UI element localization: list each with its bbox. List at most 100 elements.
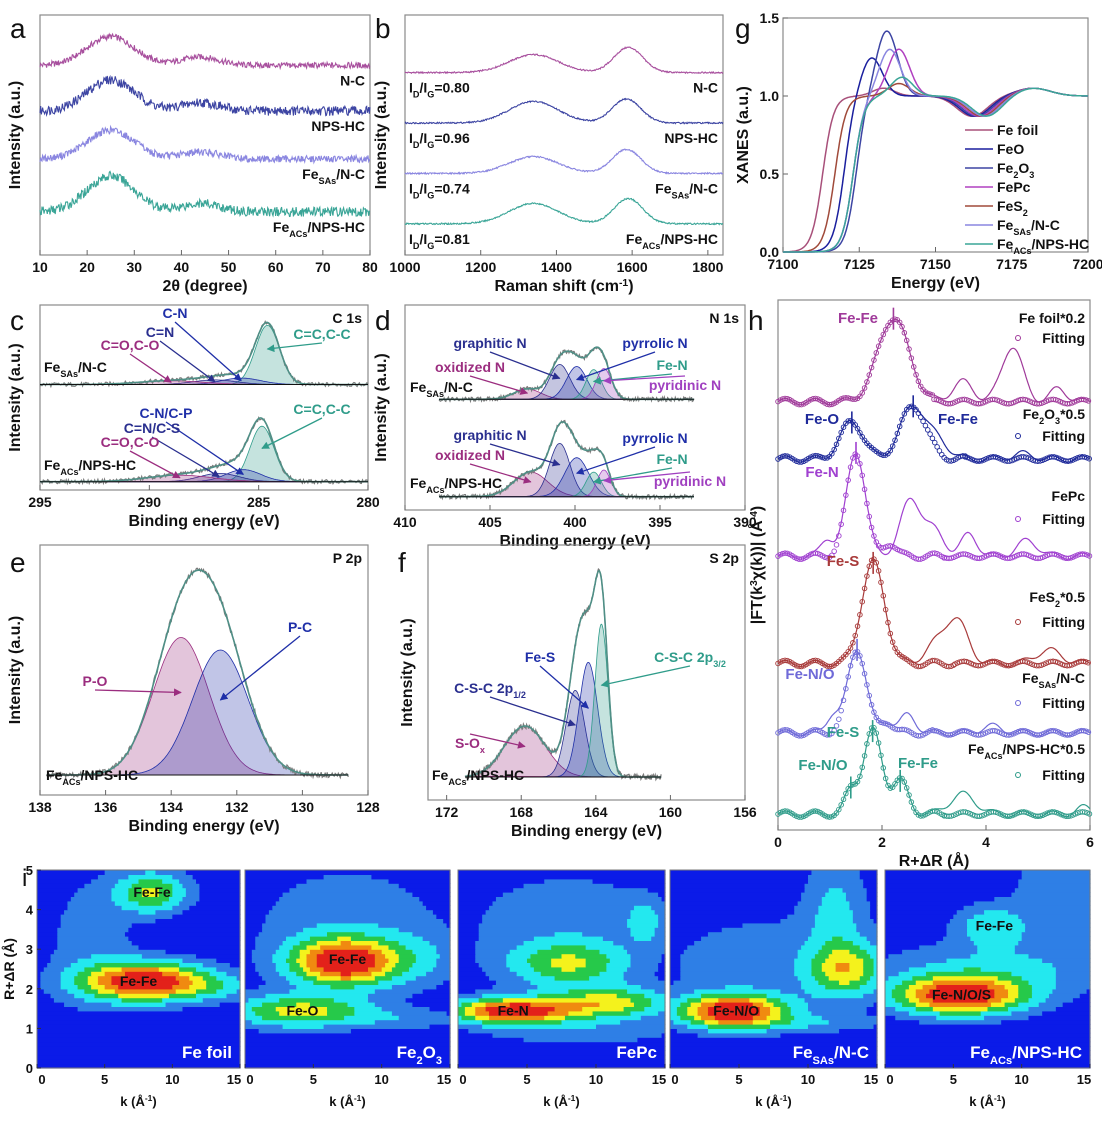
heatmap-cell xyxy=(340,975,352,981)
x-tick-label: 5 xyxy=(523,1072,530,1087)
x-tick-label: 20 xyxy=(79,259,95,275)
fitting-point xyxy=(843,492,849,498)
heatmap-cell xyxy=(821,966,837,972)
heatmap-cell xyxy=(801,984,826,990)
heatmap-cell xyxy=(811,958,826,963)
y-tick-label: 1 xyxy=(26,1021,33,1036)
heatmap-cell xyxy=(458,927,480,933)
heatmap-cell xyxy=(835,962,850,968)
heatmap-cell xyxy=(589,975,625,981)
heatmap-cell xyxy=(57,931,126,937)
heatmap-cell xyxy=(458,878,545,884)
heatmap-cell xyxy=(104,870,146,875)
heatmap-cell xyxy=(412,1002,451,1007)
heatmap-cell xyxy=(929,1002,992,1007)
fitting-point xyxy=(871,725,877,731)
heatmap-cell xyxy=(289,962,301,968)
sample-label: FeACs/NPS-HC xyxy=(44,457,136,477)
heatmap-cell xyxy=(946,931,968,937)
heatmap-cell xyxy=(229,962,241,968)
heatmap-cell xyxy=(509,966,535,972)
y-axis-label: Intensity (a.u.) xyxy=(7,81,24,189)
heatmap-cell xyxy=(839,980,850,985)
heatmap-cell xyxy=(327,1006,355,1012)
fitting-point xyxy=(854,425,861,432)
heatmap-cell xyxy=(192,971,211,977)
fitting-marker xyxy=(1015,619,1021,625)
heatmap-cell xyxy=(226,971,241,977)
heatmap-cell xyxy=(670,1054,878,1060)
fitting-point xyxy=(875,740,882,746)
fitting-point xyxy=(899,416,905,423)
heatmap-cell xyxy=(458,962,480,968)
heatmap-cell xyxy=(282,1024,325,1029)
y-axis-label: Intensity (a.u.) xyxy=(399,618,416,726)
fitting-point xyxy=(948,555,955,561)
heatmap-cell xyxy=(37,1002,65,1007)
heatmap-cell xyxy=(670,887,806,893)
heatmap-cell xyxy=(1014,997,1030,1003)
heatmap-cell xyxy=(670,1046,878,1051)
heatmap-cell xyxy=(863,962,875,968)
heatmap-cell xyxy=(1028,980,1057,985)
heatmap-cell xyxy=(714,1015,754,1021)
x-axis-label: Raman shift (cm-1) xyxy=(494,278,633,296)
heatmap-cell xyxy=(111,896,129,902)
heatmap-cell xyxy=(651,997,666,1003)
heatmap-cell xyxy=(885,1032,1091,1038)
fitting-point xyxy=(933,728,940,734)
heatmap-cell xyxy=(513,887,649,893)
heatmap-cell xyxy=(630,997,652,1003)
heatmap-cell xyxy=(1011,971,1057,977)
heatmap-cell xyxy=(680,993,702,999)
heatmap-cell xyxy=(842,936,868,941)
heatmap-cell xyxy=(306,971,321,977)
heatmap-cell xyxy=(502,892,659,897)
heatmap-cell xyxy=(825,958,864,963)
heatmap-cell xyxy=(1049,993,1081,999)
x-tick-label: 160 xyxy=(659,804,683,820)
fitting-point xyxy=(866,731,873,737)
fitting-point xyxy=(913,371,919,378)
heatmap-cell xyxy=(478,997,504,1003)
heatmap-cell xyxy=(970,936,1023,941)
fitting-point xyxy=(873,730,880,736)
fitting-point xyxy=(920,418,926,425)
fitting-point xyxy=(1081,396,1087,403)
heatmap-cell xyxy=(780,1015,795,1021)
heatmap-cell xyxy=(245,975,263,981)
heatmap-cell xyxy=(40,980,62,985)
heatmap-cell xyxy=(1021,870,1091,875)
series-label: FeSAs/N-C xyxy=(655,180,718,200)
heatmap-cell xyxy=(97,980,113,985)
heatmap-cell xyxy=(299,953,308,959)
heatmap-cell xyxy=(859,944,878,950)
heatmap-cell xyxy=(340,940,352,946)
heatmap-cell xyxy=(468,1028,666,1034)
heatmap-cell xyxy=(251,1006,277,1012)
heatmap-cell xyxy=(458,874,666,880)
heatmap-cell xyxy=(633,1002,652,1007)
heatmap-cell xyxy=(885,1059,1091,1065)
heatmap-cell xyxy=(530,953,563,959)
heatmap-cell xyxy=(316,975,342,981)
fitting-point xyxy=(864,379,870,385)
heatmap-cell xyxy=(131,883,173,889)
heatmap-cell xyxy=(895,1006,917,1012)
heatmap-cell xyxy=(654,909,666,915)
fitting-point xyxy=(1051,809,1058,815)
fitting-point xyxy=(850,654,856,660)
fitting-point xyxy=(882,775,889,782)
heatmap-cell xyxy=(101,966,123,972)
heatmap-cell xyxy=(866,1010,878,1016)
heatmap-cell xyxy=(987,984,1006,990)
heatmap-cell xyxy=(814,953,830,959)
heatmap-cell xyxy=(752,1002,764,1007)
heatmap-cell xyxy=(245,949,253,955)
heatmap-cell xyxy=(464,1006,476,1012)
x-tick-label: 295 xyxy=(28,494,52,510)
heatmap-cell xyxy=(265,918,444,924)
fitting-point xyxy=(1085,729,1092,735)
heatmap-cell xyxy=(303,927,400,933)
